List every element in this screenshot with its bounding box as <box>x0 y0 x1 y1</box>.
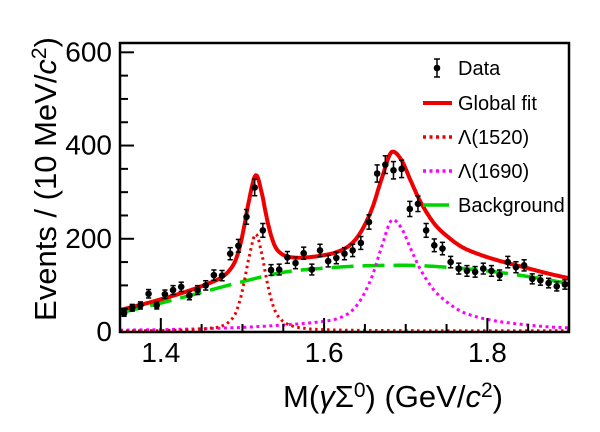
data-point <box>161 289 169 300</box>
data-point <box>463 264 471 278</box>
legend-item-background: Background <box>423 195 565 217</box>
data-point <box>300 246 307 261</box>
data-point <box>471 265 479 278</box>
data-point <box>324 254 332 268</box>
data-point <box>169 284 177 296</box>
data-point <box>414 195 422 213</box>
data-point <box>390 160 397 180</box>
data-point <box>553 280 561 292</box>
data-point <box>284 250 291 265</box>
legend-item-global-fit: Global fit <box>423 93 537 115</box>
data-point <box>121 309 128 318</box>
data-point <box>243 208 250 225</box>
data-point <box>447 255 454 269</box>
data-point <box>333 251 340 265</box>
x-tick-label: 1.8 <box>468 337 507 368</box>
data-point <box>218 269 226 282</box>
data-point <box>365 214 373 230</box>
data-point <box>275 263 283 276</box>
data-series <box>121 155 568 318</box>
data-point <box>341 246 348 261</box>
data-point <box>520 259 528 272</box>
data-point <box>202 279 210 291</box>
y-tick-label: 200 <box>65 223 112 254</box>
data-point <box>455 262 463 275</box>
plot-frame <box>118 41 571 334</box>
data-point <box>537 274 544 286</box>
data-point <box>145 288 152 299</box>
data-point <box>177 281 185 293</box>
data-point <box>259 222 267 239</box>
data-point <box>504 255 512 269</box>
data-point <box>210 269 218 282</box>
data-point <box>153 301 161 310</box>
y-axis-title: Events / (10 MeV/c2) <box>28 37 63 321</box>
data-point <box>357 235 365 251</box>
data-point <box>194 284 201 296</box>
data-point <box>373 164 381 183</box>
legend-item-lambda1690: Λ(1690) <box>423 161 529 183</box>
data-point <box>479 262 487 275</box>
data-point <box>545 277 552 289</box>
data-point <box>422 222 430 239</box>
x-axis-title: M(γΣ0) (GeV/c2) <box>283 379 503 414</box>
background-curve <box>121 263 568 315</box>
data-point <box>398 159 405 179</box>
legend-label: Λ(1520) <box>458 127 529 149</box>
y-tick-label: 400 <box>65 130 112 161</box>
data-point <box>267 263 275 277</box>
data-point <box>128 303 136 312</box>
data-point <box>251 178 258 197</box>
lambda1690-curve <box>121 218 568 332</box>
legend-item-data: Data <box>433 58 501 80</box>
data-point <box>235 238 242 253</box>
legend-label: Global fit <box>458 93 537 115</box>
axis-ticks: 1.4 1.6 1.8 0 200 400 600 <box>65 36 530 368</box>
legend-item-lambda1520: Λ(1520) <box>423 127 529 149</box>
data-point <box>488 264 495 278</box>
y-tick-label: 0 <box>96 316 112 347</box>
data-point <box>496 269 503 282</box>
data-point <box>406 200 414 218</box>
data-point <box>349 243 356 258</box>
data-point <box>382 155 389 175</box>
y-tick-label: 600 <box>65 36 112 67</box>
legend: Data Global fit Λ(1520) Λ(1690) Background <box>423 58 565 217</box>
x-tick-label: 1.4 <box>141 337 180 368</box>
data-point <box>439 241 446 256</box>
data-point <box>431 238 438 253</box>
data-point <box>137 301 144 310</box>
legend-label: Data <box>458 58 501 80</box>
data-point <box>308 263 316 276</box>
data-point <box>512 260 520 274</box>
x-tick-label: 1.6 <box>305 337 344 368</box>
legend-label: Λ(1690) <box>458 161 529 183</box>
data-point <box>292 256 299 270</box>
legend-label: Background <box>458 195 565 217</box>
data-point <box>561 278 568 290</box>
data-point <box>186 290 193 301</box>
data-point <box>316 243 324 258</box>
data-point <box>528 273 536 285</box>
data-point <box>226 246 234 261</box>
